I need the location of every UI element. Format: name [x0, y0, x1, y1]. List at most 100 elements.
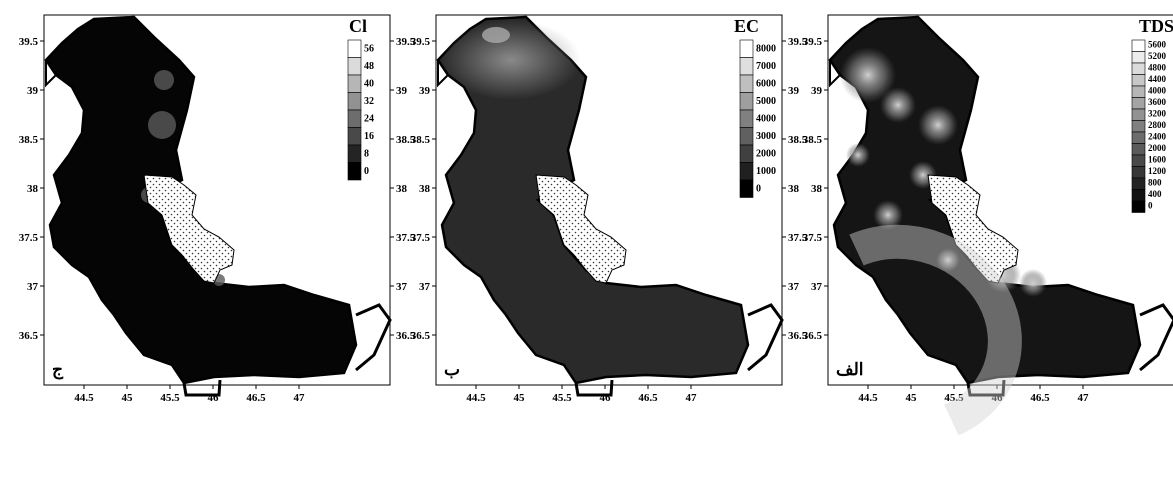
x-tick-label: 44.5	[466, 392, 486, 404]
colorbar-bin	[347, 109, 362, 128]
right-tick-label: 38.5	[788, 134, 808, 146]
x-tick-label: 45.5	[552, 392, 572, 404]
right-tick-label: 39	[396, 85, 408, 97]
y-tick-label: 38.5	[19, 134, 39, 146]
colorbar-bin	[347, 127, 362, 146]
colorbar-bin	[739, 127, 754, 146]
field-spot	[154, 70, 174, 90]
colorbar-bin	[739, 57, 754, 76]
colorbar: 5600520048004400400036003200280024002000…	[1131, 39, 1167, 213]
colorbar-tick-label: 4000	[1148, 85, 1167, 95]
variable-title: TDS	[1139, 16, 1173, 36]
colorbar-tick-label: 800	[1148, 177, 1162, 187]
colorbar-tick-label: 16	[364, 131, 374, 142]
field-gradient	[441, 20, 581, 100]
colorbar-bin	[1131, 120, 1146, 133]
colorbar-bin	[1131, 39, 1146, 52]
variable-title: EC	[734, 16, 759, 36]
colorbar-tick-label: 0	[364, 166, 369, 177]
colorbar-tick-label: 32	[364, 96, 374, 107]
field-spot	[918, 105, 958, 145]
map-panel-ec: 44.5 45 45.5 46 46.5 47 39.5 39 38.5 38 37.5 37 36.5…	[411, 14, 784, 404]
border-line	[182, 379, 222, 397]
y-tick-label: 39.5	[19, 36, 39, 48]
map-figure: 44.5 45 45.5 46 46.5 47 39.5 39 38.5 38 37.5 37 36.5…	[19, 14, 1173, 404]
colorbar-bin	[1131, 131, 1146, 144]
y-tick-label: 38	[811, 183, 823, 195]
colorbar-bin	[1131, 177, 1146, 190]
y-tick-label: 38.5	[411, 134, 431, 146]
x-tick-label: 45	[906, 392, 918, 404]
y-tick-label: 39	[811, 85, 823, 97]
colorbar-tick-label: 3200	[1148, 108, 1167, 118]
colorbar-bin	[1131, 166, 1146, 179]
colorbar-tick-label: 5600	[1148, 39, 1167, 49]
right-tick-label: 39.5	[788, 36, 808, 48]
field-spot	[148, 111, 176, 139]
colorbar-tick-label: 6000	[756, 78, 776, 89]
colorbar-tick-label: 2000	[1148, 143, 1167, 153]
border-line	[829, 60, 841, 88]
variable-title: Cl	[349, 16, 367, 36]
right-tick-label: 38	[788, 183, 800, 195]
field-spot	[880, 87, 916, 123]
colorbar-tick-label: 400	[1148, 189, 1162, 199]
y-tick-label: 39.5	[803, 36, 823, 48]
right-tick-label: 36.5	[788, 330, 808, 342]
colorbar-bin	[1131, 97, 1146, 110]
colorbar-bin	[739, 92, 754, 111]
colorbar-bin	[1131, 189, 1146, 202]
colorbar-tick-label: 1200	[1148, 166, 1167, 176]
x-tick-label: 44.5	[858, 392, 878, 404]
x-tick-label: 46	[992, 392, 1004, 404]
right-tick-label: 37.5	[788, 232, 808, 244]
colorbar-tick-label: 3600	[1148, 97, 1167, 107]
panel-letter: ب	[444, 360, 460, 379]
y-tick-label: 37	[811, 281, 823, 293]
colorbar-tick-label: 1600	[1148, 154, 1167, 164]
colorbar-bin	[739, 144, 754, 163]
lake-urmia	[143, 174, 235, 284]
right-tick-label: 37	[788, 281, 800, 293]
x-tick-label: 46	[208, 392, 220, 404]
colorbar-bin	[1131, 108, 1146, 121]
lake-urmia	[927, 174, 1019, 284]
field-spot	[482, 27, 510, 43]
x-tick-label: 47	[294, 392, 306, 404]
x-tick-label: 47	[686, 392, 698, 404]
colorbar-tick-label: 24	[364, 113, 374, 124]
y-tick-label: 38	[27, 183, 39, 195]
colorbar-bin	[347, 39, 362, 58]
colorbar-bin	[347, 144, 362, 163]
x-tick-label: 46	[600, 392, 612, 404]
colorbar: 56 48 40 32 24 16 8 0	[347, 39, 374, 181]
colorbar-tick-label: 3000	[756, 131, 776, 142]
colorbar-tick-label: 4800	[1148, 62, 1167, 72]
colorbar-tick-label: 1000	[756, 166, 776, 177]
border-line	[1139, 303, 1173, 372]
border-line	[747, 303, 784, 372]
colorbar-tick-label: 7000	[756, 61, 776, 72]
right-tick-label: 38.5	[396, 134, 416, 146]
colorbar-tick-label: 2000	[756, 148, 776, 159]
border-line	[45, 60, 57, 88]
colorbar-tick-label: 5200	[1148, 51, 1167, 61]
colorbar-bin	[347, 57, 362, 76]
right-tick-label: 37	[396, 281, 408, 293]
border-line	[355, 303, 392, 372]
colorbar-tick-label: 8	[364, 148, 369, 159]
colorbar-tick-label: 8000	[756, 43, 776, 54]
colorbar-tick-label: 40	[364, 78, 374, 89]
y-tick-label: 36.5	[411, 330, 431, 342]
x-tick-label: 47	[1078, 392, 1090, 404]
colorbar-tick-label: 4400	[1148, 74, 1167, 84]
x-tick-label: 45	[122, 392, 134, 404]
colorbar-bin	[347, 162, 362, 181]
colorbar-tick-label: 0	[756, 183, 761, 194]
right-tick-label: 38	[396, 183, 408, 195]
colorbar-bin	[739, 179, 754, 198]
colorbar-bin	[739, 39, 754, 58]
x-tick-label: 46.5	[246, 392, 266, 404]
colorbar-bin	[739, 74, 754, 93]
x-tick-label: 44.5	[74, 392, 94, 404]
